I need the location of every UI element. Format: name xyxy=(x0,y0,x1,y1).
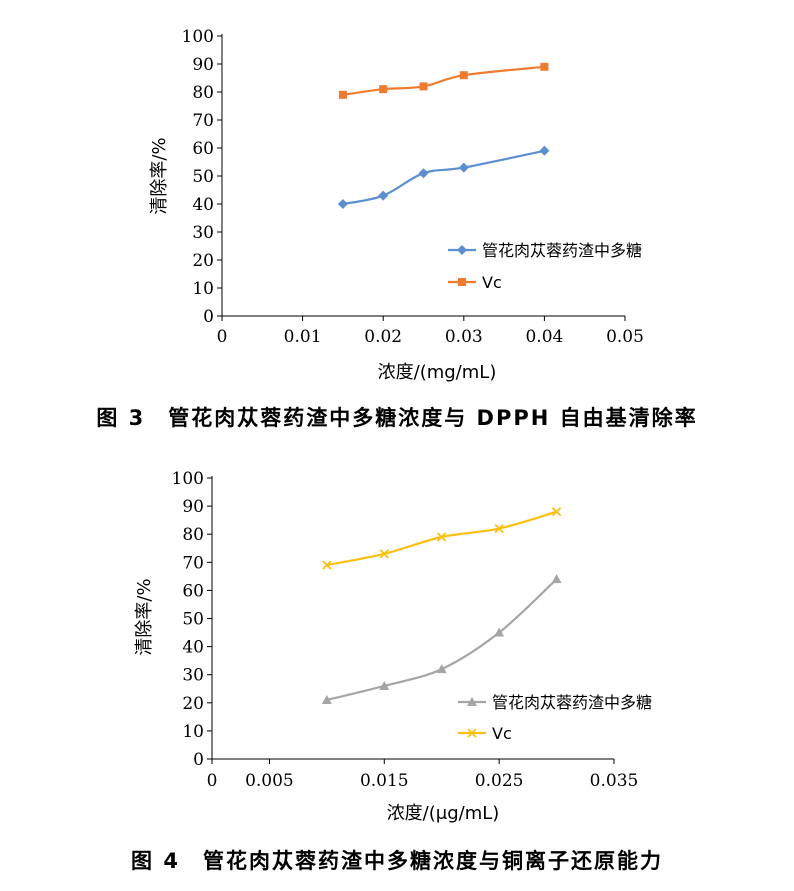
series-line-1 xyxy=(342,65,545,96)
data-point-s0-3 xyxy=(458,162,469,173)
x-tick-label: 0.035 xyxy=(590,771,639,791)
x-axis-label: 浓度/(mg/mL) xyxy=(378,362,497,383)
x-tick-label: 0.015 xyxy=(360,771,409,791)
data-point-s1-2 xyxy=(419,82,428,91)
y-tick-label: 0 xyxy=(203,307,214,327)
y-tick-label: 70 xyxy=(192,111,214,131)
y-tick-label: 60 xyxy=(182,581,204,601)
data-point-s1-3 xyxy=(494,523,504,534)
y-tick-label: 30 xyxy=(192,223,214,243)
y-tick-label: 90 xyxy=(192,55,214,75)
x-tick-label: 0.03 xyxy=(445,327,483,347)
y-tick-label: 50 xyxy=(182,610,204,630)
data-point-s1-4 xyxy=(540,62,549,71)
y-tick-label: 100 xyxy=(182,27,214,47)
series-line-1 xyxy=(326,510,557,567)
figure-4-caption: 图 4 管花肉苁蓉药渣中多糖浓度与铜离子还原能力 xyxy=(131,849,663,873)
y-tick-label: 80 xyxy=(192,83,214,103)
data-point-s1-2 xyxy=(437,532,447,542)
legend-label-1: Vc xyxy=(492,724,512,743)
y-tick-label: 30 xyxy=(182,666,204,686)
y-tick-label: 80 xyxy=(182,525,204,545)
data-point-s1-0 xyxy=(338,90,347,99)
series-line-0 xyxy=(342,149,545,206)
x-tick-label: 0.04 xyxy=(525,327,563,347)
x-tick-label: 0.02 xyxy=(364,327,402,347)
y-tick-label: 10 xyxy=(192,279,214,299)
legend-marker-1 xyxy=(467,728,477,738)
data-point-s0-4 xyxy=(551,574,562,584)
y-tick-label: 90 xyxy=(182,497,204,517)
data-point-s0-3 xyxy=(494,627,505,637)
y-tick-label: 40 xyxy=(182,638,204,658)
y-tick-label: 70 xyxy=(182,553,204,573)
legend-label-0: 管花肉苁蓉药渣中多糖 xyxy=(492,693,652,712)
y-tick-label: 40 xyxy=(192,195,214,215)
y-axis-label: 清除率/% xyxy=(149,137,170,214)
data-point-s1-3 xyxy=(459,71,468,80)
legend-marker-0 xyxy=(457,245,467,255)
data-point-s0-1 xyxy=(379,680,390,690)
data-point-s0-2 xyxy=(436,664,447,674)
y-tick-label: 20 xyxy=(182,694,204,714)
x-axis-label: 浓度/(μg/mL) xyxy=(387,803,500,824)
legend-marker-0 xyxy=(467,697,477,706)
x-tick-label: 0.005 xyxy=(245,771,294,791)
x-tick-label: 0 xyxy=(207,771,218,791)
data-point-s1-1 xyxy=(379,549,389,559)
chart-copper-reduction: 0 10 20 30 40 50 60 70 80 90 100 0 0.005 0.015 0.025 0.… xyxy=(134,469,652,824)
y-tick-label: 50 xyxy=(192,167,214,187)
data-point-s0-0 xyxy=(337,199,348,209)
x-tick-label: 0.025 xyxy=(475,771,524,791)
legend-marker-1 xyxy=(458,278,466,286)
chart-dpph: 0 10 20 30 40 50 60 70 80 90 100 0 0.01 0.02 0.03 0.04 0… xyxy=(149,27,644,383)
y-tick-label: 60 xyxy=(192,139,214,159)
series-line-0 xyxy=(326,578,558,702)
legend-label-0: 管花肉苁蓉药渣中多糖 xyxy=(482,241,642,260)
data-point-s0-2 xyxy=(418,168,429,179)
y-tick-label: 0 xyxy=(193,750,204,770)
legend-label-1: Vc xyxy=(482,273,502,292)
y-axis-label: 清除率/% xyxy=(134,578,155,655)
data-point-s1-4 xyxy=(551,507,562,517)
data-point-s1-0 xyxy=(322,560,332,570)
x-tick-label: 0.01 xyxy=(284,327,322,347)
data-point-s0-1 xyxy=(378,190,389,201)
figure-3-caption: 图 3 管花肉苁蓉药渣中多糖浓度与 DPPH 自由基清除率 xyxy=(96,406,698,430)
y-tick-label: 10 xyxy=(182,722,204,742)
data-point-s0-4 xyxy=(539,145,550,156)
x-tick-label: 0.05 xyxy=(606,327,644,347)
x-tick-label: 0 xyxy=(217,327,228,347)
data-point-s1-1 xyxy=(379,85,388,94)
data-point-s0-0 xyxy=(321,694,332,704)
y-tick-label: 20 xyxy=(192,251,214,271)
y-tick-label: 100 xyxy=(172,469,204,489)
